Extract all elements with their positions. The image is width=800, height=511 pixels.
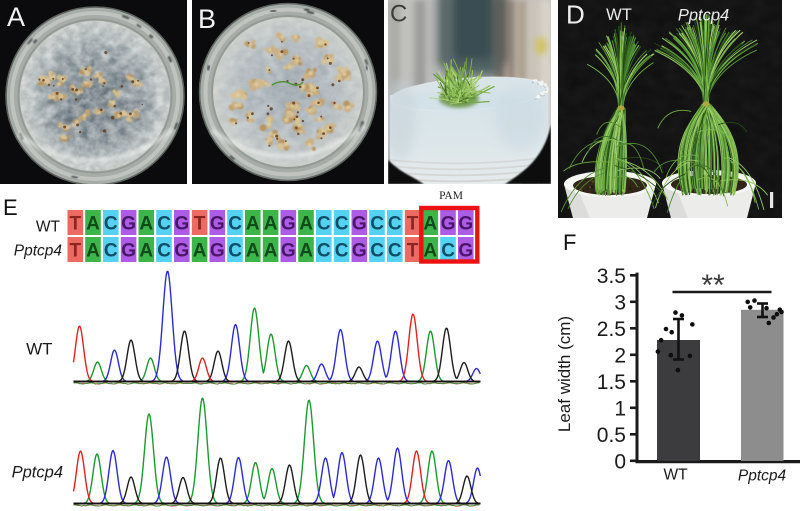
svg-text:A: A xyxy=(246,214,260,235)
svg-text:A: A xyxy=(264,241,278,262)
svg-text:WT: WT xyxy=(663,467,688,484)
svg-text:**: ** xyxy=(701,269,725,302)
svg-text:WT: WT xyxy=(36,219,61,236)
svg-text:1: 1 xyxy=(614,397,626,420)
svg-text:A: A xyxy=(193,241,207,262)
svg-text:3.5: 3.5 xyxy=(597,265,626,288)
svg-text:G: G xyxy=(281,214,296,235)
svg-text:A: A xyxy=(299,214,313,235)
svg-text:C: C xyxy=(370,241,384,262)
svg-text:T: T xyxy=(407,241,419,262)
svg-text:G: G xyxy=(210,241,225,262)
svg-text:0.5: 0.5 xyxy=(597,424,626,447)
svg-text:C: C xyxy=(390,1,407,28)
svg-text:C: C xyxy=(388,241,402,262)
svg-text:2: 2 xyxy=(614,344,626,367)
svg-text:A: A xyxy=(139,214,153,235)
svg-text:G: G xyxy=(174,214,189,235)
svg-text:G: G xyxy=(121,214,136,235)
svg-text:A: A xyxy=(423,214,437,235)
svg-text:C: C xyxy=(370,214,384,235)
svg-text:A: A xyxy=(264,214,278,235)
svg-text:G: G xyxy=(458,241,473,262)
svg-text:C: C xyxy=(317,241,331,262)
svg-text:Pptcp4: Pptcp4 xyxy=(738,468,787,485)
svg-text:G: G xyxy=(441,214,456,235)
svg-text:A: A xyxy=(7,2,25,32)
svg-text:G: G xyxy=(121,241,136,262)
svg-text:G: G xyxy=(352,241,367,262)
svg-text:Pptcp4: Pptcp4 xyxy=(14,243,63,260)
svg-text:T: T xyxy=(69,241,81,262)
svg-text:PAM: PAM xyxy=(439,190,463,202)
svg-text:Leaf width (cm): Leaf width (cm) xyxy=(555,316,574,432)
svg-text:F: F xyxy=(563,230,576,255)
svg-text:3: 3 xyxy=(614,291,626,314)
svg-text:0: 0 xyxy=(614,450,626,473)
svg-text:1.5: 1.5 xyxy=(597,371,626,394)
svg-text:C: C xyxy=(228,214,242,235)
svg-text:T: T xyxy=(194,214,206,235)
svg-text:T: T xyxy=(69,214,81,235)
svg-text:G: G xyxy=(352,214,367,235)
svg-text:C: C xyxy=(335,241,349,262)
svg-text:A: A xyxy=(423,241,437,262)
svg-text:Pptcp4: Pptcp4 xyxy=(678,7,729,25)
svg-text:C: C xyxy=(388,214,402,235)
svg-text:G: G xyxy=(458,214,473,235)
svg-text:C: C xyxy=(441,241,455,262)
svg-text:B: B xyxy=(198,4,216,34)
svg-text:G: G xyxy=(174,241,189,262)
svg-text:A: A xyxy=(246,241,260,262)
svg-text:C: C xyxy=(157,214,171,235)
svg-text:A: A xyxy=(86,241,100,262)
svg-text:C: C xyxy=(157,241,171,262)
svg-text:WT: WT xyxy=(26,340,52,359)
svg-text:G: G xyxy=(281,241,296,262)
svg-text:C: C xyxy=(104,214,118,235)
svg-text:A: A xyxy=(299,241,313,262)
svg-text:E: E xyxy=(3,195,18,220)
svg-text:T: T xyxy=(407,214,419,235)
svg-text:A: A xyxy=(86,214,100,235)
svg-text:G: G xyxy=(210,214,225,235)
svg-text:A: A xyxy=(139,241,153,262)
svg-text:D: D xyxy=(566,0,585,30)
svg-text:C: C xyxy=(335,214,349,235)
svg-text:2.5: 2.5 xyxy=(597,318,626,341)
svg-text:WT: WT xyxy=(606,6,632,24)
svg-text:C: C xyxy=(317,214,331,235)
svg-text:C: C xyxy=(228,241,242,262)
svg-text:C: C xyxy=(104,241,118,262)
svg-text:Pptcp4: Pptcp4 xyxy=(12,464,63,482)
